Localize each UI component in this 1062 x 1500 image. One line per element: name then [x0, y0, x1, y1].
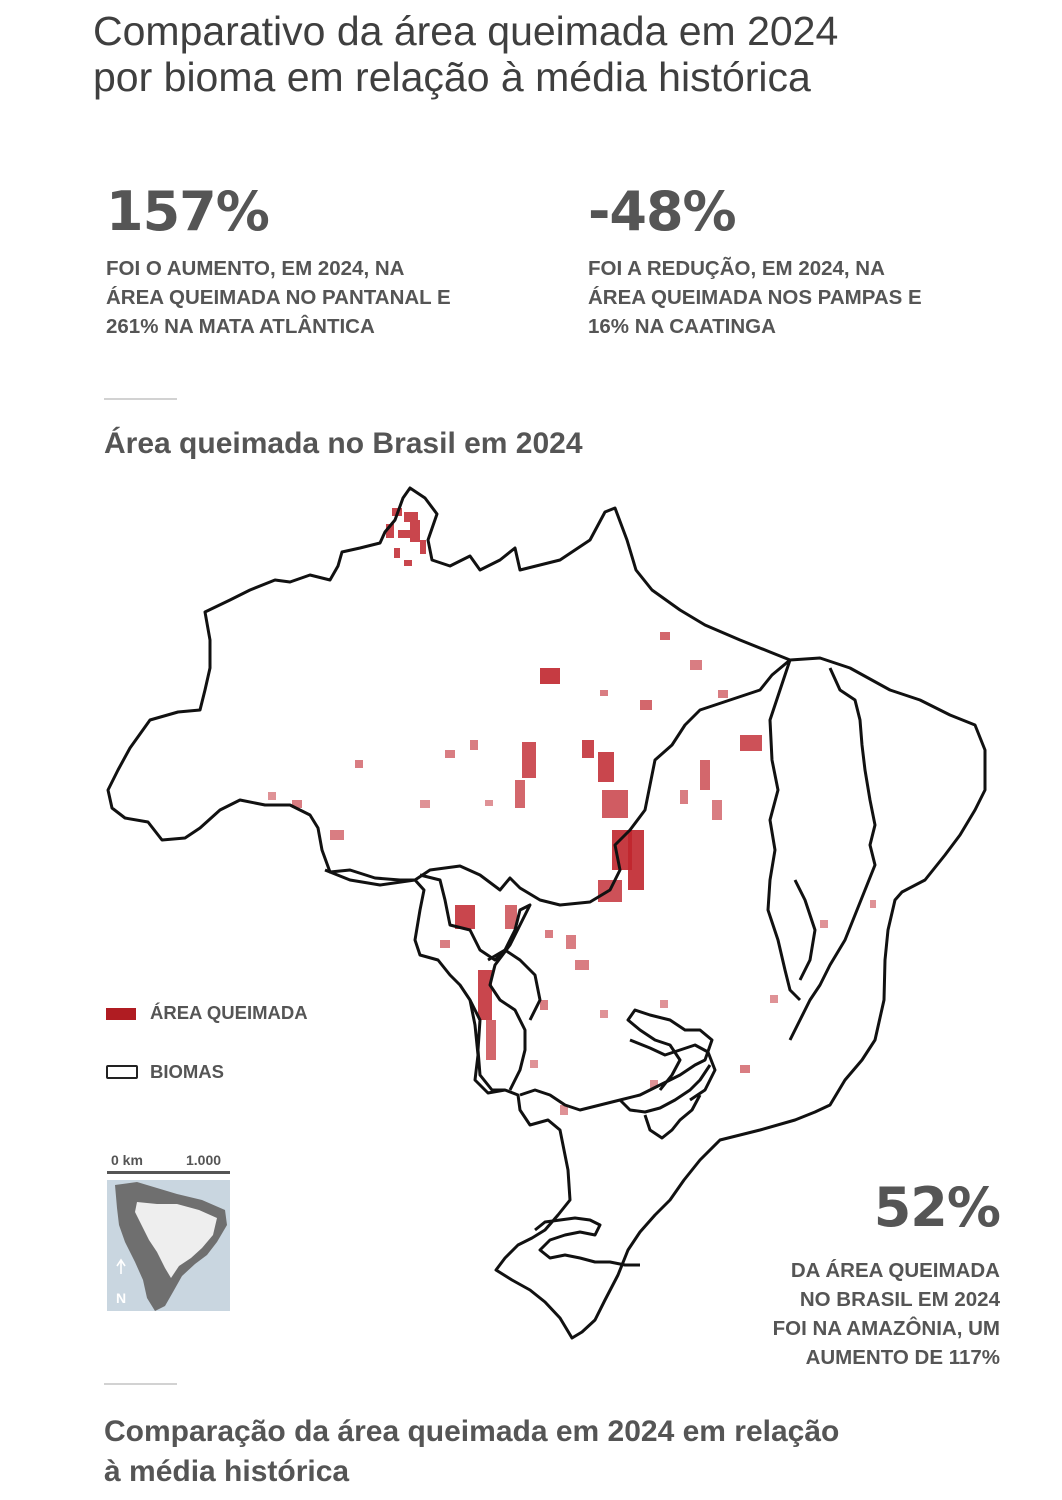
stat-description: FOI O AUMENTO, EM 2024, NA ÁREA QUEIMADA… [106, 254, 451, 341]
brazil-map [106, 486, 987, 1340]
scale-end-label: 1.000 [186, 1152, 222, 1168]
legend-biome-label: BIOMAS [150, 1061, 224, 1082]
stat-line: FOI NA AMAZÔNIA, UM [772, 1317, 1000, 1340]
stat-amazonia: 52% DA ÁREA QUEIMADA NO BRASIL EM 2024 F… [660, 1176, 1001, 1372]
north-label: N [116, 1290, 127, 1306]
legend-biome-swatch [106, 1065, 138, 1079]
scale-start-label: 0 km [111, 1152, 143, 1168]
stat-pantanal: 157% FOI O AUMENTO, EM 2024, NA ÁREA QUE… [106, 182, 451, 341]
stat-pampas: -48% FOI A REDUÇÃO, EM 2024, NA ÁREA QUE… [588, 182, 922, 341]
south-america-icon [115, 1182, 227, 1311]
comparison-title-line-1: Comparação da área queimada em 2024 em r… [104, 1415, 840, 1448]
stat-value: 157% [106, 180, 270, 243]
burn-areas [268, 508, 876, 1115]
stat-line: AUMENTO DE 117% [805, 1346, 1000, 1369]
stat-line: FOI A REDUÇÃO, EM 2024, NA [588, 257, 885, 280]
page-headline: Comparativo da área queimada em 2024 por… [93, 8, 993, 100]
headline-line-1: Comparativo da área queimada em 2024 [93, 8, 839, 54]
stat-line: FOI O AUMENTO, EM 2024, NA [106, 257, 405, 280]
section-divider [104, 1383, 177, 1385]
map-title: Área queimada no Brasil em 2024 [104, 427, 583, 460]
scale-bar [107, 1171, 230, 1174]
comparison-title: Comparação da área queimada em 2024 em r… [104, 1412, 1004, 1492]
stat-line: DA ÁREA QUEIMADA [790, 1259, 1000, 1282]
stat-line: 261% NA MATA ATLÂNTICA [106, 315, 375, 338]
locator-inset-map: N [107, 1180, 230, 1311]
comparison-title-line-2: à média histórica [104, 1455, 350, 1488]
stat-description: DA ÁREA QUEIMADA NO BRASIL EM 2024 FOI N… [660, 1256, 1000, 1372]
stat-value: 52% [873, 1176, 1001, 1239]
stat-line: 16% NA CAATINGA [588, 315, 776, 338]
stat-line: ÁREA QUEIMADA NO PANTANAL E [106, 286, 451, 309]
stat-description: FOI A REDUÇÃO, EM 2024, NA ÁREA QUEIMADA… [588, 254, 922, 341]
biome-borders [106, 486, 987, 1340]
stat-line: ÁREA QUEIMADA NOS PAMPAS E [588, 286, 922, 309]
headline-line-2: por bioma em relação à média histórica [93, 54, 811, 100]
stat-value: -48% [588, 180, 737, 243]
section-divider [104, 398, 177, 400]
legend-burn-label: ÁREA QUEIMADA [150, 1002, 308, 1023]
legend-burn-swatch [106, 1008, 136, 1020]
stat-line: NO BRASIL EM 2024 [799, 1288, 1000, 1311]
